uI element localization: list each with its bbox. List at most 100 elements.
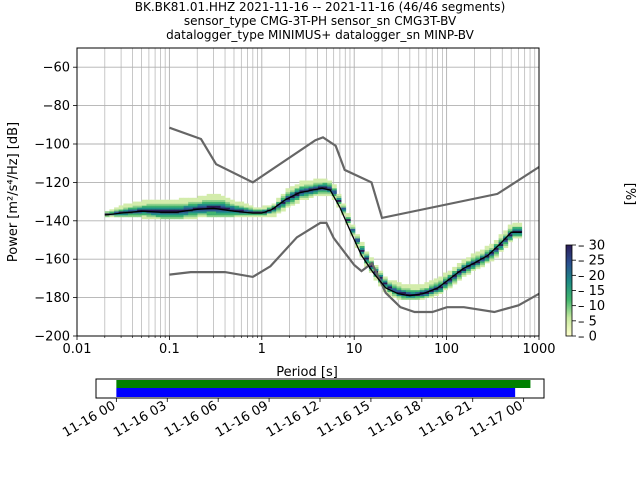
psd-heat-cell — [461, 268, 467, 271]
psd-heat-cell — [322, 192, 328, 195]
psd-heat-cell — [498, 240, 504, 243]
psd-heat-cell — [290, 195, 296, 198]
psd-heat-cell — [137, 213, 143, 216]
psd-heat-cell — [317, 180, 323, 183]
psd-heat-cell — [456, 278, 462, 281]
psd-heat-cell — [433, 289, 439, 293]
psd-heat-cell — [183, 217, 189, 220]
psd-heat-cell — [128, 213, 133, 216]
psd-heat-cell — [331, 192, 337, 195]
psd-heat-cell — [169, 213, 175, 216]
psd-heat-cell — [118, 213, 124, 216]
psd-heat-cell — [151, 207, 157, 210]
psd-heat-cell — [405, 284, 411, 287]
psd-heat-cell — [146, 203, 152, 206]
psd-heat-cell — [225, 201, 231, 204]
psd-heat-cell — [470, 257, 476, 260]
psd-heat-cell — [498, 247, 504, 250]
x-tick-label: 1 — [258, 342, 266, 357]
psd-heat-cell — [290, 188, 296, 191]
psd-heat-cell — [294, 184, 300, 187]
psd-heat-cell — [456, 266, 462, 270]
psd-heat-cell — [169, 201, 175, 204]
psd-heat-cell — [419, 286, 425, 289]
psd-heat-cell — [364, 259, 370, 262]
psd-heat-cell — [317, 178, 323, 181]
psd-heat-cell — [396, 295, 402, 298]
psd-heat-cell — [304, 182, 309, 185]
psd-heat-cell — [308, 195, 314, 198]
psd-heat-cell — [183, 197, 189, 200]
psd-heat-cell — [299, 184, 305, 187]
psd-heat-cell — [331, 184, 337, 187]
psd-heat-cell — [401, 289, 407, 293]
psd-heat-cell — [498, 243, 504, 246]
psd-heat-cell — [137, 215, 143, 218]
psd-heat-cell — [419, 291, 425, 294]
psd-heat-cell — [141, 203, 147, 206]
psd-heat-cell — [262, 215, 268, 218]
psd-heat-cell — [433, 291, 439, 294]
psd-heat-cell — [257, 207, 263, 210]
psd-heat-cell — [484, 259, 490, 262]
psd-heat-cell — [503, 234, 509, 237]
x-tick-label: 1000 — [522, 342, 555, 357]
psd-heat-cell — [355, 236, 360, 239]
psd-heat-cell — [480, 253, 485, 256]
psd-heat-cell — [313, 190, 319, 193]
psd-heat-cell — [294, 193, 300, 197]
y-axis: −200 −180 −160 −140 −120 −100 −80 −60 — [34, 61, 77, 345]
psd-heat-cell — [192, 211, 198, 214]
psd-heat-cell — [322, 193, 328, 197]
psd-heat-cell — [313, 186, 319, 189]
psd-heat-cell — [317, 182, 323, 185]
chart-title-line2: sensor_type CMG-3T-PH sensor_sn CMG3T-BV — [183, 14, 457, 28]
psd-heat-cell — [165, 199, 170, 202]
psd-heat-cell — [466, 270, 472, 273]
psd-heat-cell — [470, 261, 476, 264]
psd-heat-cell — [341, 213, 347, 216]
psd-heat-cell — [118, 207, 124, 210]
psd-heat-cell — [146, 199, 152, 202]
psd-heat-cell — [211, 195, 217, 198]
psd-heat-cell — [216, 201, 221, 204]
psd-heat-cell — [438, 289, 444, 293]
psd-heat-cell — [202, 213, 208, 216]
y-tick-label: −80 — [43, 99, 70, 114]
psd-heat-cell — [373, 265, 379, 268]
psd-heat-cell — [165, 209, 170, 212]
psd-heat-cell — [257, 215, 263, 218]
psd-heat-cell — [294, 197, 300, 200]
psd-heat-cell — [202, 203, 208, 206]
psd-heat-cell — [178, 211, 184, 214]
psd-heat-cell — [294, 199, 300, 202]
y-tick-label: −60 — [43, 61, 70, 76]
psd-heat-cell — [294, 195, 300, 198]
psd-heat-cell — [512, 232, 518, 235]
psd-heat-cell — [266, 213, 272, 216]
psd-heat-cell — [452, 282, 458, 285]
psd-heat-cell — [141, 215, 147, 218]
psd-heat-cell — [285, 188, 291, 191]
psd-heat-cell — [317, 190, 323, 193]
psd-heat-cell — [206, 193, 212, 197]
psd-heat-cell — [480, 255, 485, 258]
psd-heat-cell — [155, 213, 161, 216]
psd-heat-cell — [290, 193, 296, 197]
x-axis: 0.01 0.1 1 10 100 1000 — [63, 336, 556, 357]
psd-heat-cell — [452, 268, 458, 271]
psd-heat-cell — [239, 205, 245, 208]
psd-heat-cell — [151, 215, 157, 218]
psd-heat-cell — [461, 259, 467, 262]
psd-heat-cell — [438, 276, 444, 279]
psd-heat-cell — [493, 251, 499, 254]
psd-heat-cell — [183, 205, 189, 208]
psd-heat-cell — [517, 230, 523, 233]
psd-heat-cell — [452, 276, 458, 279]
psd-heat-cell — [253, 215, 258, 218]
psd-heat-cell — [178, 203, 184, 206]
psd-heat-cell — [174, 203, 180, 206]
psd-heat-cell — [447, 284, 453, 287]
psd-heat-cell — [188, 217, 194, 220]
psd-heat-cell — [443, 288, 448, 291]
